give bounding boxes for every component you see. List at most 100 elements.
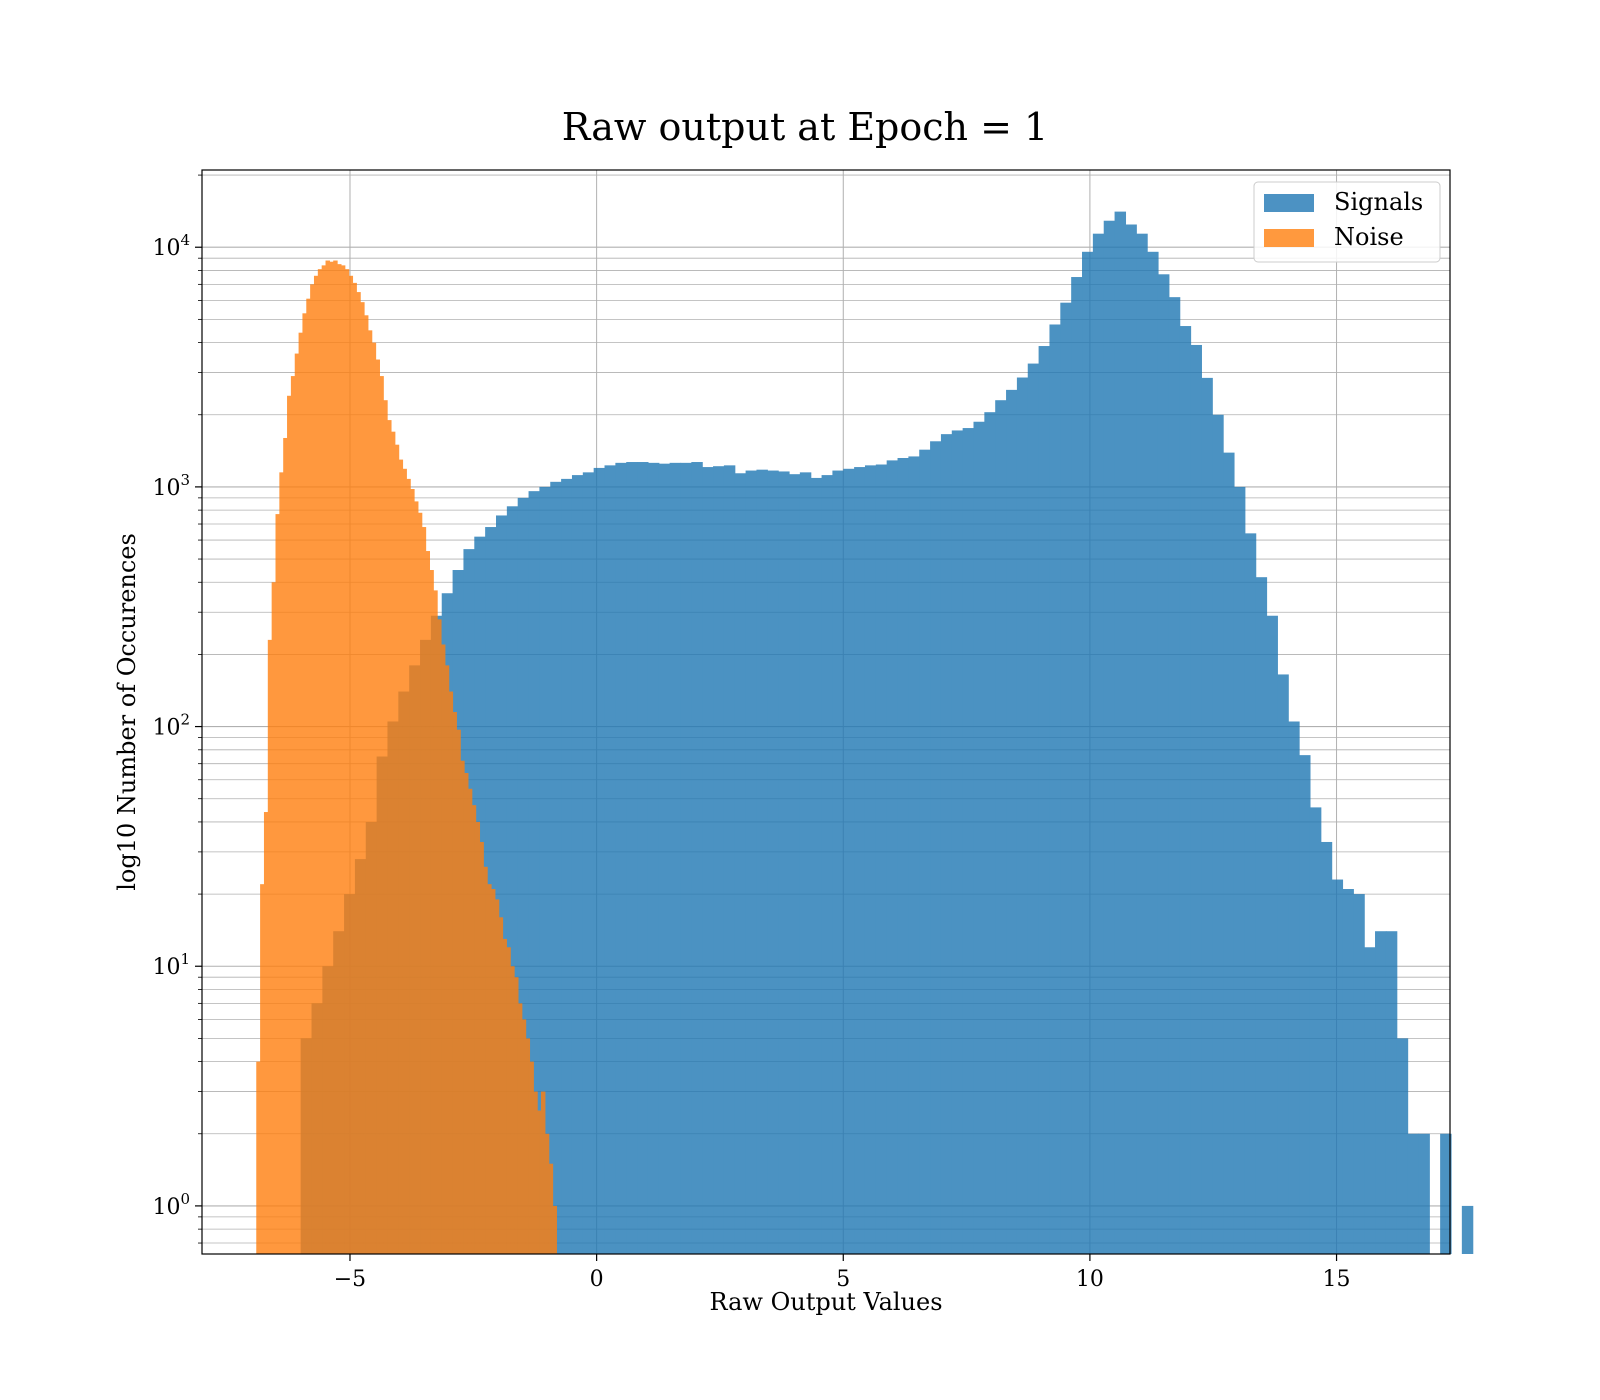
bar-signals (919, 449, 931, 1254)
bar-noise (267, 639, 273, 1254)
bar-noise (483, 866, 488, 1254)
plot-area (202, 170, 1474, 1255)
bar-noise (494, 899, 500, 1254)
legend-swatch-noise (1264, 229, 1314, 247)
bar-noise (348, 275, 354, 1254)
bar-signals (550, 481, 562, 1254)
bar-signals (593, 467, 606, 1254)
y-tick-label: 104 (152, 231, 190, 261)
bar-signals (1277, 674, 1289, 1254)
bar-noise (383, 400, 388, 1254)
x-axis: −5 0 5 10 15 (334, 1254, 1351, 1292)
bar-signals (940, 434, 953, 1254)
bar-noise (540, 1091, 546, 1254)
plot-frame (201, 169, 1451, 1255)
bar-signals (951, 430, 964, 1254)
bar-noise (510, 966, 515, 1254)
bar-noise (256, 1061, 261, 1254)
bar-signals (789, 474, 801, 1254)
bar-noise (379, 376, 384, 1254)
bar-signals (767, 470, 779, 1254)
bar-signals (1407, 1133, 1420, 1254)
bar-noise (529, 1061, 534, 1254)
bar-noise (514, 977, 519, 1254)
bar-signals (799, 472, 812, 1255)
bar-signals (1027, 363, 1040, 1254)
bar-signals (962, 428, 975, 1254)
bar-noise (360, 302, 365, 1254)
bar-noise (490, 889, 496, 1254)
bar-noise (548, 1163, 554, 1254)
bar-signals (1092, 233, 1105, 1254)
bar-signals (691, 462, 703, 1254)
bar-signals (1082, 251, 1094, 1255)
bar-noise (287, 395, 292, 1254)
bar-noise (410, 489, 415, 1254)
legend-label-noise: Noise (1334, 223, 1404, 251)
bar-signals (647, 462, 660, 1255)
x-tick-label: 5 (836, 1267, 850, 1292)
x-tick-label: 15 (1323, 1267, 1351, 1292)
bar-noise (363, 315, 369, 1254)
bar-signals (1364, 947, 1376, 1254)
bar-signals (1103, 220, 1116, 1255)
bar-signals (1396, 1038, 1409, 1254)
bar-noise (356, 292, 361, 1254)
bar-noise (444, 665, 450, 1254)
bar-noise (433, 590, 438, 1254)
bar-noise (452, 712, 457, 1254)
bar-noise (313, 275, 319, 1254)
bar-noise (375, 359, 380, 1254)
bar-signals (1223, 452, 1235, 1254)
bar-noise (464, 773, 469, 1254)
bar-signals (1071, 277, 1083, 1254)
bar-signals (1114, 211, 1127, 1255)
bar-noise (337, 264, 342, 1254)
bar-noise (440, 644, 446, 1254)
bar-signals (539, 486, 551, 1254)
bar-signals (604, 465, 616, 1255)
y-axis-label: log10 Number of Occurences (113, 533, 141, 891)
bar-signals (723, 465, 736, 1255)
x-axis-label: Raw Output Values (709, 1288, 942, 1316)
bar-signals (778, 471, 790, 1254)
bar-noise (306, 298, 311, 1254)
bar-signals (1288, 721, 1300, 1254)
bar-signals (1418, 1133, 1430, 1254)
bar-noise (290, 376, 296, 1254)
bar-signals (886, 460, 899, 1254)
bar-signals (1157, 274, 1170, 1254)
bar-signals (702, 467, 714, 1254)
bar-signals (1233, 486, 1246, 1254)
bar-noise (537, 1110, 542, 1254)
bar-signals (810, 477, 823, 1254)
bar-noise (329, 261, 334, 1255)
bar-noise (298, 332, 304, 1254)
bar-noise (317, 269, 323, 1254)
bar-signals (745, 470, 758, 1254)
bar-signals (756, 469, 768, 1254)
bar-signals (1331, 879, 1344, 1254)
bar-noise (344, 269, 350, 1254)
legend-swatch-signals (1264, 194, 1314, 212)
bar-noise (260, 884, 265, 1254)
bar-noise (283, 437, 288, 1255)
series-noise (256, 260, 557, 1255)
bar-signals (843, 468, 855, 1254)
bar-noise (533, 1091, 538, 1254)
bar-signals (854, 467, 866, 1254)
bar-signals (930, 441, 942, 1254)
bar-signals (669, 462, 682, 1255)
bar-signals (1342, 889, 1354, 1254)
bar-noise (333, 260, 338, 1254)
bar-noise (487, 884, 492, 1254)
bar-noise (479, 841, 484, 1254)
bar-signals (1201, 377, 1213, 1254)
bar-noise (406, 478, 411, 1254)
bar-signals (561, 478, 573, 1254)
bar-signals (626, 462, 638, 1254)
y-tick-label: 100 (152, 1190, 190, 1220)
bar-noise (521, 1019, 527, 1254)
bar-signals (973, 421, 985, 1254)
